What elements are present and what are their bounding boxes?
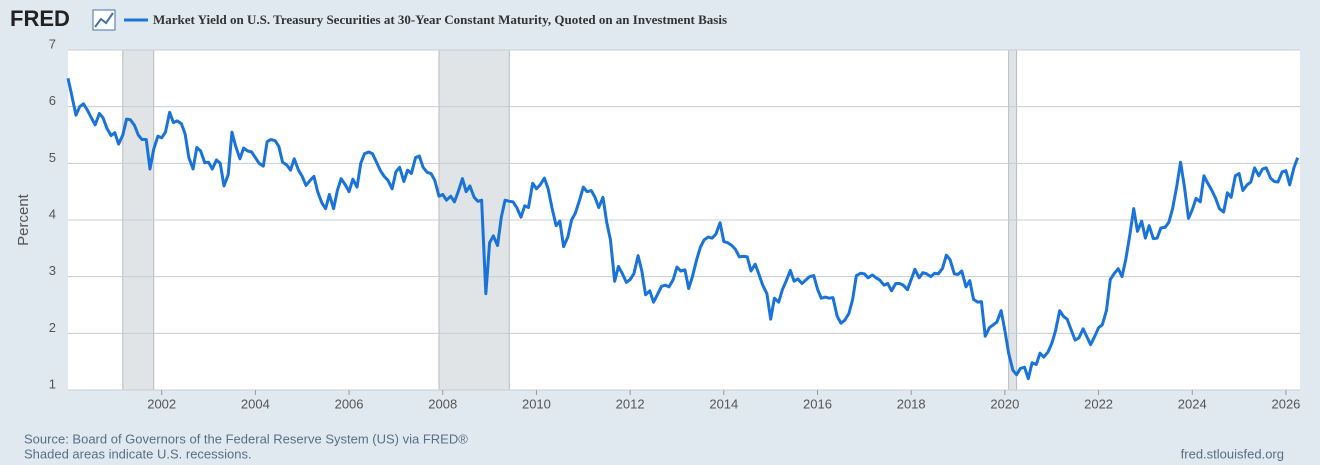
x-tick-label: 2014	[709, 396, 738, 411]
x-tick-label: 2020	[990, 396, 1019, 411]
y-tick-label: 2	[49, 320, 56, 335]
y-axis-label: Percent	[15, 193, 32, 246]
x-tick-label: 2006	[335, 396, 364, 411]
x-tick-label: 2016	[803, 396, 832, 411]
x-tick-label: 2004	[241, 396, 270, 411]
x-tick-label: 2010	[522, 396, 551, 411]
site: fred.stlouisfed.org	[1181, 446, 1284, 461]
y-tick-label: 7	[49, 36, 56, 51]
logo-icon	[92, 9, 116, 31]
y-tick-label: 6	[49, 93, 56, 108]
y-tick-label: 1	[49, 376, 56, 391]
x-tick-label: 2024	[1178, 396, 1207, 411]
series-line	[66, 78, 1300, 381]
x-tick-label: 2002	[147, 396, 176, 411]
y-tick-label: 5	[49, 150, 56, 165]
x-tick-label: 2008	[428, 396, 457, 411]
legend-entry: Market Yield on U.S. Treasury Securities…	[153, 12, 727, 27]
x-tick-label: 2026	[1271, 396, 1300, 411]
x-tick-label: 2012	[616, 396, 645, 411]
recession-note: Shaded areas indicate U.S. recessions.	[24, 446, 252, 461]
x-tick-label: 2022	[1084, 396, 1113, 411]
logo: FRED	[10, 6, 70, 31]
x-tick-label: 2018	[897, 396, 926, 411]
plot-background	[68, 49, 1300, 395]
source: Source: Board of Governors of the Federa…	[24, 431, 468, 446]
y-tick-label: 4	[49, 206, 56, 221]
y-tick-label: 3	[49, 263, 56, 278]
